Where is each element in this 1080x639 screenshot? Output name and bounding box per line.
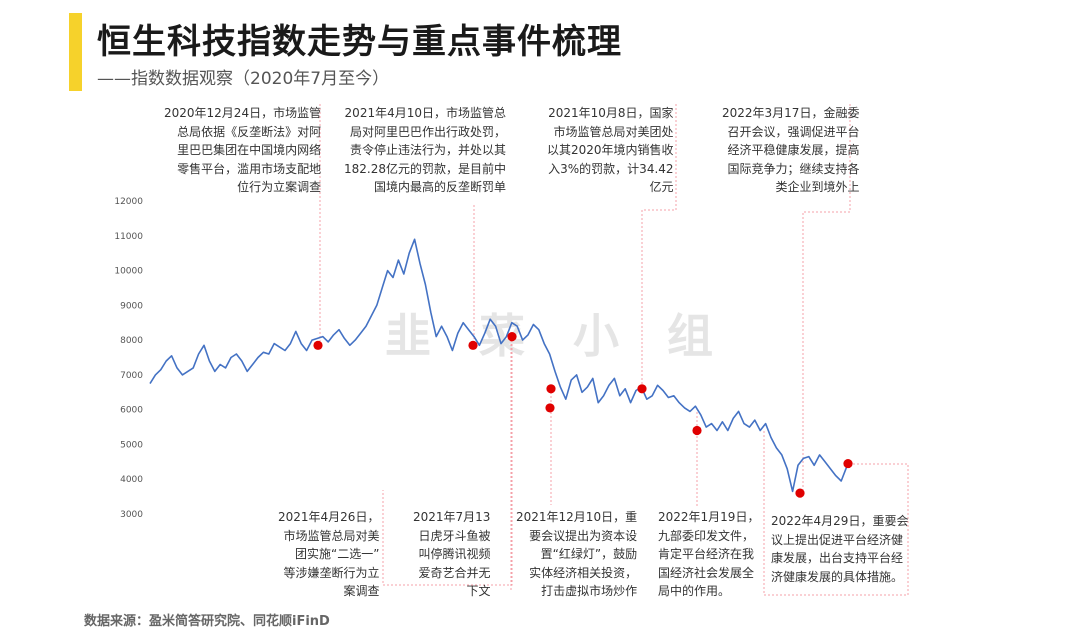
data-source: 数据来源：盈米简答研究院、同花顺iFinD (84, 614, 330, 629)
event-guide-line (802, 104, 851, 492)
event-marker (546, 384, 556, 394)
event-marker (637, 384, 647, 394)
y-axis: 12000 11000 10000 9000 8000 7000 6000 5000 4000 3… (114, 197, 143, 520)
title-accent-bar (69, 13, 82, 91)
event-marker (545, 403, 555, 413)
event-annotation-line: 国境内最高的反垄断罚单 (373, 180, 506, 194)
event-guide-line (382, 336, 513, 586)
event-annotation-7: 2022年1月19日， 九部委印发文件， 肯定平台经济在我 国经济社会发展全 局中的作用… (658, 508, 759, 601)
event-annotation-line: 议上提出促进平台经济健 (771, 532, 904, 547)
event-annotation-line: 182.28亿元的罚款，是目前中 (344, 161, 506, 176)
event-guide-lines (319, 104, 909, 596)
y-tick-label: 6000 (120, 406, 143, 416)
event-annotation-line: 打击虚拟市场炒作 (541, 584, 638, 598)
event-annotation-line: 类企业到境外上 (775, 180, 860, 194)
event-annotation-line: 叫停腾讯视频 (418, 547, 491, 561)
event-annotation-line: 2022年3月17日，金融委 (722, 106, 860, 120)
event-annotation-line: 以其2020年境内销售收 (547, 143, 674, 157)
event-annotation-line: 爱奇艺合并无 (418, 565, 491, 580)
y-tick-label: 10000 (114, 267, 143, 277)
y-tick-label: 4000 (120, 475, 143, 485)
event-annotation-line: 2021年4月26日， (278, 510, 380, 524)
series-line (149, 238, 853, 493)
event-annotation-line: 九部委印发文件， (658, 528, 755, 543)
event-marker (795, 488, 805, 498)
event-annotation-line: 等涉嫌垄断行为立 (283, 565, 380, 580)
event-annotation-line: 市场监管总局对美团处 (553, 124, 674, 139)
event-annotation-line: 济健康发展的具体措施。 (771, 569, 904, 584)
event-markers (313, 332, 853, 498)
event-annotation-line: 日虎牙斗鱼被 (418, 528, 491, 543)
event-annotation-line: 总局依据《反垄断法》对阿 (177, 124, 322, 139)
event-annotation-line: 局中的作用。 (658, 584, 731, 598)
event-annotation-line: 国经济社会发展全 (658, 565, 755, 580)
event-annotation-line: 亿元 (649, 180, 674, 194)
event-annotation-line: 2021年10月8日，国家 (548, 106, 674, 120)
event-annotation-2: 2021年4月10日，市场监管总 局对阿里巴巴作出行政处罚， 责令停止违法行为，并处… (344, 104, 506, 197)
event-annotation-line: 2022年1月19日， (658, 510, 760, 524)
event-annotation-9: 2022年4月29日，重要会 议上提出促进平台经济健 康发展，出台支持平台经 济健康发… (771, 512, 908, 586)
event-annotation-8: 2022年3月17日，金融委 召开会议，强调促进平台 经济平稳健康发展，提高 国际竞争… (722, 104, 859, 197)
page-title: 恒生科技指数走势与重点事件梳理 (97, 22, 622, 62)
event-guide-line (763, 430, 909, 596)
y-tick-label: 3000 (120, 510, 143, 520)
event-annotation-5: 2021年10月8日，国家 市场监管总局对美团处 以其2020年境内销售收 入3%的罚… (547, 104, 674, 197)
event-annotation-3: 2021年4月26日， 市场监管总局对美团实施“二选一” 等涉嫌垄断行为立案调查 (278, 508, 379, 601)
event-annotation-line: 肯定平台经济在我 (658, 547, 755, 561)
event-marker (507, 332, 517, 342)
event-annotation-line: 2021年7月13 (413, 510, 491, 524)
page-subtitle: ——指数数据观察（2020年7月至今） (97, 69, 390, 89)
event-annotation-line: 下文 (466, 584, 491, 598)
event-annotation-line: 国际竞争力；继续支持各 (727, 161, 860, 176)
y-tick-label: 11000 (114, 232, 143, 242)
event-annotation-line: 位行为立案调查 (237, 180, 322, 194)
y-tick-label: 12000 (114, 197, 143, 207)
event-annotation-line: 团实施“二选一” (295, 547, 380, 561)
event-annotation-line: 要会议提出为资本设 (529, 528, 638, 543)
event-annotation-line: 零售平台，滥用市场支配地 (177, 161, 322, 176)
event-annotation-line: 里巴巴集团在中国境内网络 (177, 143, 322, 157)
event-annotation-line: 2021年12月10日，重 (516, 510, 638, 524)
event-marker (468, 340, 478, 350)
event-annotation-line: 2020年12月24日，市场监管 (164, 106, 322, 120)
event-annotation-line: 责令停止违法行为，并处以其 (349, 143, 506, 157)
event-annotation-1: 2020年12月24日，市场监管总局依据《反垄断法》对阿 里巴巴集团在中国境内网络… (164, 104, 321, 197)
event-annotation-line: 案调查 (343, 584, 380, 598)
event-annotation-4: 2021年7月13 日虎牙斗鱼被 叫停腾讯视频 爱奇艺合并无下文 (413, 508, 490, 601)
event-annotation-line: 经济平稳健康发展，提高 (727, 143, 860, 157)
y-tick-label: 9000 (120, 301, 143, 311)
event-annotation-line: 召开会议，强调促进平台 (727, 124, 860, 139)
event-marker (843, 458, 853, 469)
event-annotation-line: 康发展，出台支持平台经 (771, 551, 904, 565)
event-annotation-line: 实体经济相关投资， (529, 565, 638, 580)
event-annotation-6: 2021年12月10日，重要会议提出为资本设置“红绿灯”，鼓励实体经济相关投资，… (516, 508, 637, 601)
y-tick-label: 5000 (120, 440, 143, 450)
y-tick-label: 7000 (120, 371, 143, 381)
y-tick-label: 8000 (120, 336, 143, 346)
event-annotation-line: 置“红绿灯”，鼓励 (540, 547, 638, 561)
event-annotation-line: 入3%的罚款，计34.42 (548, 161, 674, 176)
event-guide-line (641, 104, 677, 388)
event-annotation-line: 2022年4月29日，重要会 (771, 514, 909, 528)
event-marker (692, 425, 702, 436)
event-marker (313, 340, 323, 350)
event-annotation-line: 局对阿里巴巴作出行政处罚， (349, 124, 506, 139)
event-annotation-line: 市场监管总局对美 (283, 528, 380, 543)
event-annotation-line: 2021年4月10日，市场监管总 (344, 106, 506, 120)
